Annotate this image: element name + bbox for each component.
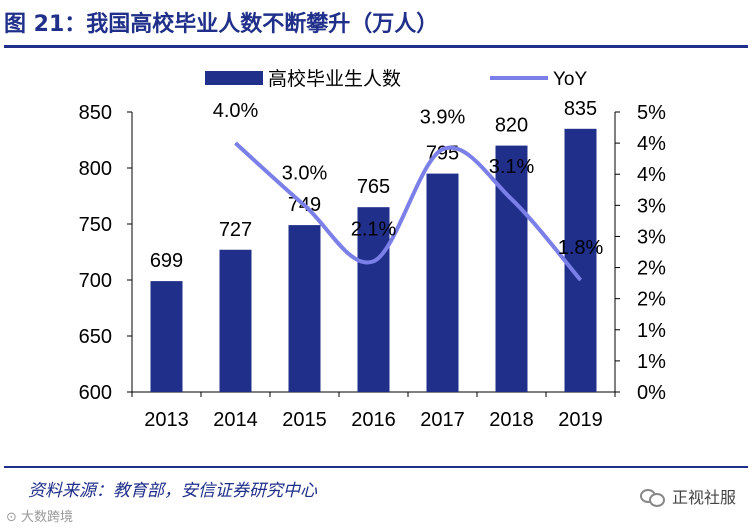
bar-data-label: 765 [357, 176, 390, 198]
yoy-data-label: 3.0% [282, 162, 328, 184]
bar-2019 [564, 128, 597, 393]
y-left-tick-label: 850 [79, 102, 112, 124]
yoy-point-2017 [442, 148, 443, 150]
yoy-data-label: 3.9% [420, 106, 466, 128]
yoy-point-2014 [235, 142, 236, 144]
x-tick-label: 2017 [420, 409, 465, 431]
y-left-tick-label: 650 [79, 326, 112, 348]
wechat-icon [639, 487, 666, 507]
bar-data-label: 699 [150, 250, 183, 272]
bar-2015 [288, 225, 321, 392]
y-left-tick-label: 600 [79, 382, 112, 404]
yoy-data-label: 2.1% [351, 218, 397, 240]
yoy-data-label: 4.0% [213, 100, 259, 122]
bar-2014 [219, 249, 252, 392]
y-right-tick-label: 4% [637, 164, 666, 186]
y-right-tick-label: 5% [637, 102, 666, 124]
chart: 600 650 700 750 800 850 0% 1% 1% 2% 2% 3% 3% 4% 4% 5% 69… [79, 68, 666, 431]
watermark-right: 正视社服 [639, 484, 736, 508]
y-right-tick-label: 3% [637, 226, 666, 248]
bar-2018 [495, 145, 528, 392]
bar-data-label: 727 [219, 219, 252, 241]
yoy-point-2016 [373, 260, 374, 262]
page-title: 图 21：我国高校毕业人数不断攀升（万人） [4, 12, 439, 37]
y-left-tick-label: 750 [79, 214, 112, 236]
watermark-logo-icon: ⊙ [6, 510, 22, 525]
bar-2013 [150, 281, 183, 392]
watermark-left-text: 大数跨境 [21, 510, 74, 525]
x-tick-label: 2015 [282, 409, 327, 431]
bar-2016 [357, 207, 390, 392]
x-tick-label: 2016 [351, 409, 396, 431]
y-right-tick-label: 0% [637, 382, 666, 404]
legend-bar-label: 高校毕业生人数 [268, 68, 401, 90]
y-right-tick-label: 4% [637, 133, 666, 155]
watermark-right-text: 正视社服 [671, 488, 736, 507]
y-right-tick-label: 1% [637, 351, 666, 373]
bar-data-label: 835 [564, 98, 597, 120]
y-left-tick-label: 700 [79, 270, 112, 292]
yoy-data-label: 3.1% [489, 156, 535, 178]
bar-2017 [426, 173, 459, 392]
x-tick-label: 2019 [558, 409, 603, 431]
source-note: 资料来源：教育部，安信证券研究中心 [28, 481, 317, 501]
y-right-tick-label: 1% [637, 320, 666, 342]
legend-bar-swatch [205, 71, 263, 85]
bar-data-label: 820 [495, 115, 528, 137]
legend-line-label: YoY [553, 69, 587, 90]
y-left-tick-label: 800 [79, 158, 112, 180]
yoy-point-2019 [580, 279, 581, 281]
y-right-tick-label: 2% [637, 289, 666, 311]
watermark-left: ⊙ 大数跨境 [6, 506, 73, 525]
title-divider [4, 45, 748, 48]
x-tick-label: 2018 [489, 409, 534, 431]
yoy-point-2015 [304, 204, 305, 206]
yoy-data-label: 1.8% [558, 237, 604, 259]
y-right-tick-label: 2% [637, 258, 666, 280]
x-tick-label: 2014 [213, 409, 258, 431]
footer-divider [4, 466, 748, 468]
x-tick-label: 2013 [144, 409, 189, 431]
y-right-tick-label: 3% [637, 195, 666, 217]
yoy-point-2018 [511, 198, 512, 200]
